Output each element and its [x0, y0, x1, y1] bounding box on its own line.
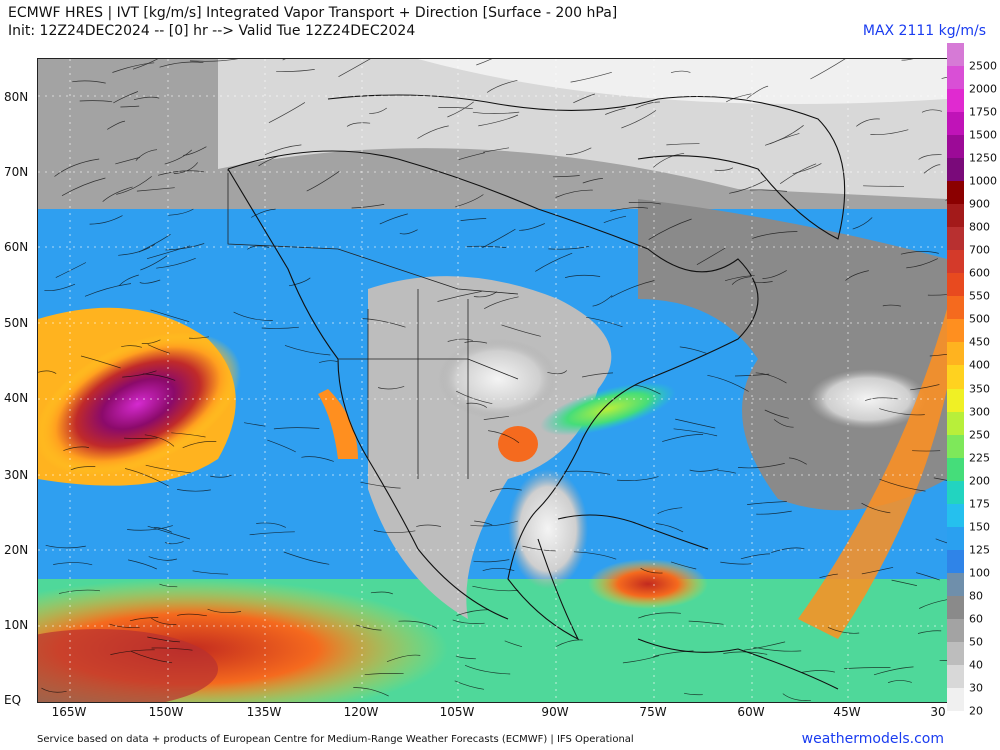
lon-label-120w: 120W [343, 705, 379, 719]
colorbar-swatch [947, 135, 964, 159]
colorbar-label: 450 [969, 335, 990, 349]
data-credit: Service based on data + products of Euro… [37, 734, 634, 745]
colorbar-label: 2500 [969, 59, 997, 73]
atlantic-dry-area [638, 199, 947, 511]
colorbar-swatch [947, 457, 964, 482]
colorbar-label: 1750 [969, 105, 997, 119]
colorbar-label: 600 [969, 266, 990, 280]
pacific-ivt-maximum [38, 332, 241, 476]
colorbar-label: 700 [969, 243, 990, 257]
colorbar-label: 900 [969, 197, 990, 211]
colorbar-label: 400 [969, 358, 990, 372]
ivt-colorbar [947, 43, 964, 712]
site-link[interactable]: weathermodels.com [801, 731, 944, 747]
colorbar-label: 500 [969, 312, 990, 326]
colorbar-swatch [947, 365, 964, 389]
colorbar-swatch [947, 572, 964, 597]
lat-label-60n: 60N [4, 240, 29, 254]
atlantic-plume [798, 309, 947, 639]
lon-label-90w: 90W [541, 705, 569, 719]
colorbar-label: 20 [969, 704, 983, 718]
colorbar-label: 125 [969, 543, 990, 557]
colorbar-label: 40 [969, 658, 983, 672]
colorbar-swatch [947, 227, 964, 251]
east-coast-plume [540, 382, 676, 436]
lat-label-70n: 70N [4, 165, 29, 179]
colorbar-swatch [947, 319, 964, 343]
colorbar-swatch [947, 43, 964, 67]
colorbar-label: 350 [969, 382, 990, 396]
lat-label-50n: 50N [4, 316, 29, 330]
colorbar-label: 250 [969, 428, 990, 442]
colorbar-swatch [947, 296, 964, 320]
colorbar-label: 225 [969, 451, 990, 465]
political-borders [227, 169, 519, 479]
gulf-plume [498, 426, 538, 462]
max-value-label: MAX 2111 kg/m/s [862, 23, 986, 39]
colorbar-swatch [947, 112, 964, 136]
lat-label-80n: 80N [4, 90, 29, 104]
coastal-plume [318, 389, 358, 459]
colorbar-label: 1500 [969, 128, 997, 142]
map-gridlines [38, 59, 947, 702]
colorbar-swatch [947, 181, 964, 205]
lat-label-eq: EQ [4, 693, 22, 707]
colorbar-swatch [947, 89, 964, 113]
caribbean-plume [588, 559, 708, 609]
lon-label-150w: 150W [148, 705, 184, 719]
map-title: ECMWF HRES | IVT [kg/m/s] Integrated Vap… [8, 5, 618, 21]
lon-label-45w: 45W [833, 705, 861, 719]
colorbar-label: 30 [969, 681, 983, 695]
colorbar-label: 50 [969, 635, 983, 649]
colorbar-label: 2000 [969, 82, 997, 96]
equatorial-max-core [38, 629, 218, 702]
colorbar-swatch [947, 595, 964, 620]
colorbar-label: 800 [969, 220, 990, 234]
ivt-map [37, 58, 948, 703]
colorbar-label: 175 [969, 497, 990, 511]
lon-label-75w: 75W [639, 705, 667, 719]
colorbar-swatch [947, 526, 964, 551]
colorbar-swatch [947, 250, 964, 274]
lon-label-135w: 135W [246, 705, 282, 719]
colorbar-label: 60 [969, 612, 983, 626]
lat-label-30n: 30N [4, 468, 29, 482]
colorbar-label: 100 [969, 566, 990, 580]
colorbar-swatch [947, 411, 964, 436]
map-canvas [38, 59, 947, 702]
ivt-streamlines [38, 59, 947, 701]
lon-label-105w: 105W [439, 705, 475, 719]
lon-label-165w: 165W [51, 705, 87, 719]
colorbar-label: 300 [969, 405, 990, 419]
colorbar-swatch [947, 204, 964, 228]
colorbar-swatch [947, 641, 964, 666]
lat-label-20n: 20N [4, 543, 29, 557]
colorbar-swatch [947, 687, 964, 712]
colorbar-swatch [947, 618, 964, 643]
colorbar-label: 80 [969, 589, 983, 603]
colorbar-label: 200 [969, 474, 990, 488]
colorbar-label: 1250 [969, 151, 997, 165]
colorbar-swatch [947, 480, 964, 505]
colorbar-swatch [947, 342, 964, 366]
colorbar-label: 150 [969, 520, 990, 534]
colorbar-swatch [947, 158, 964, 182]
lat-label-10n: 10N [4, 618, 29, 632]
colorbar-label: 1000 [969, 174, 997, 188]
init-valid-line: Init: 12Z24DEC2024 -- [0] hr --> Valid T… [8, 23, 416, 39]
colorbar-swatch [947, 664, 964, 689]
coastlines [227, 94, 846, 690]
lon-label-30w: 30 [930, 705, 946, 719]
colorbar-swatch [947, 503, 964, 528]
colorbar-swatch [947, 434, 964, 459]
colorbar-swatch [947, 66, 964, 90]
colorbar-swatch [947, 549, 964, 574]
colorbar-swatch [947, 273, 964, 297]
lat-label-40n: 40N [4, 391, 29, 405]
lon-label-60w: 60W [737, 705, 765, 719]
colorbar-swatch [947, 388, 964, 413]
colorbar-label: 550 [969, 289, 990, 303]
